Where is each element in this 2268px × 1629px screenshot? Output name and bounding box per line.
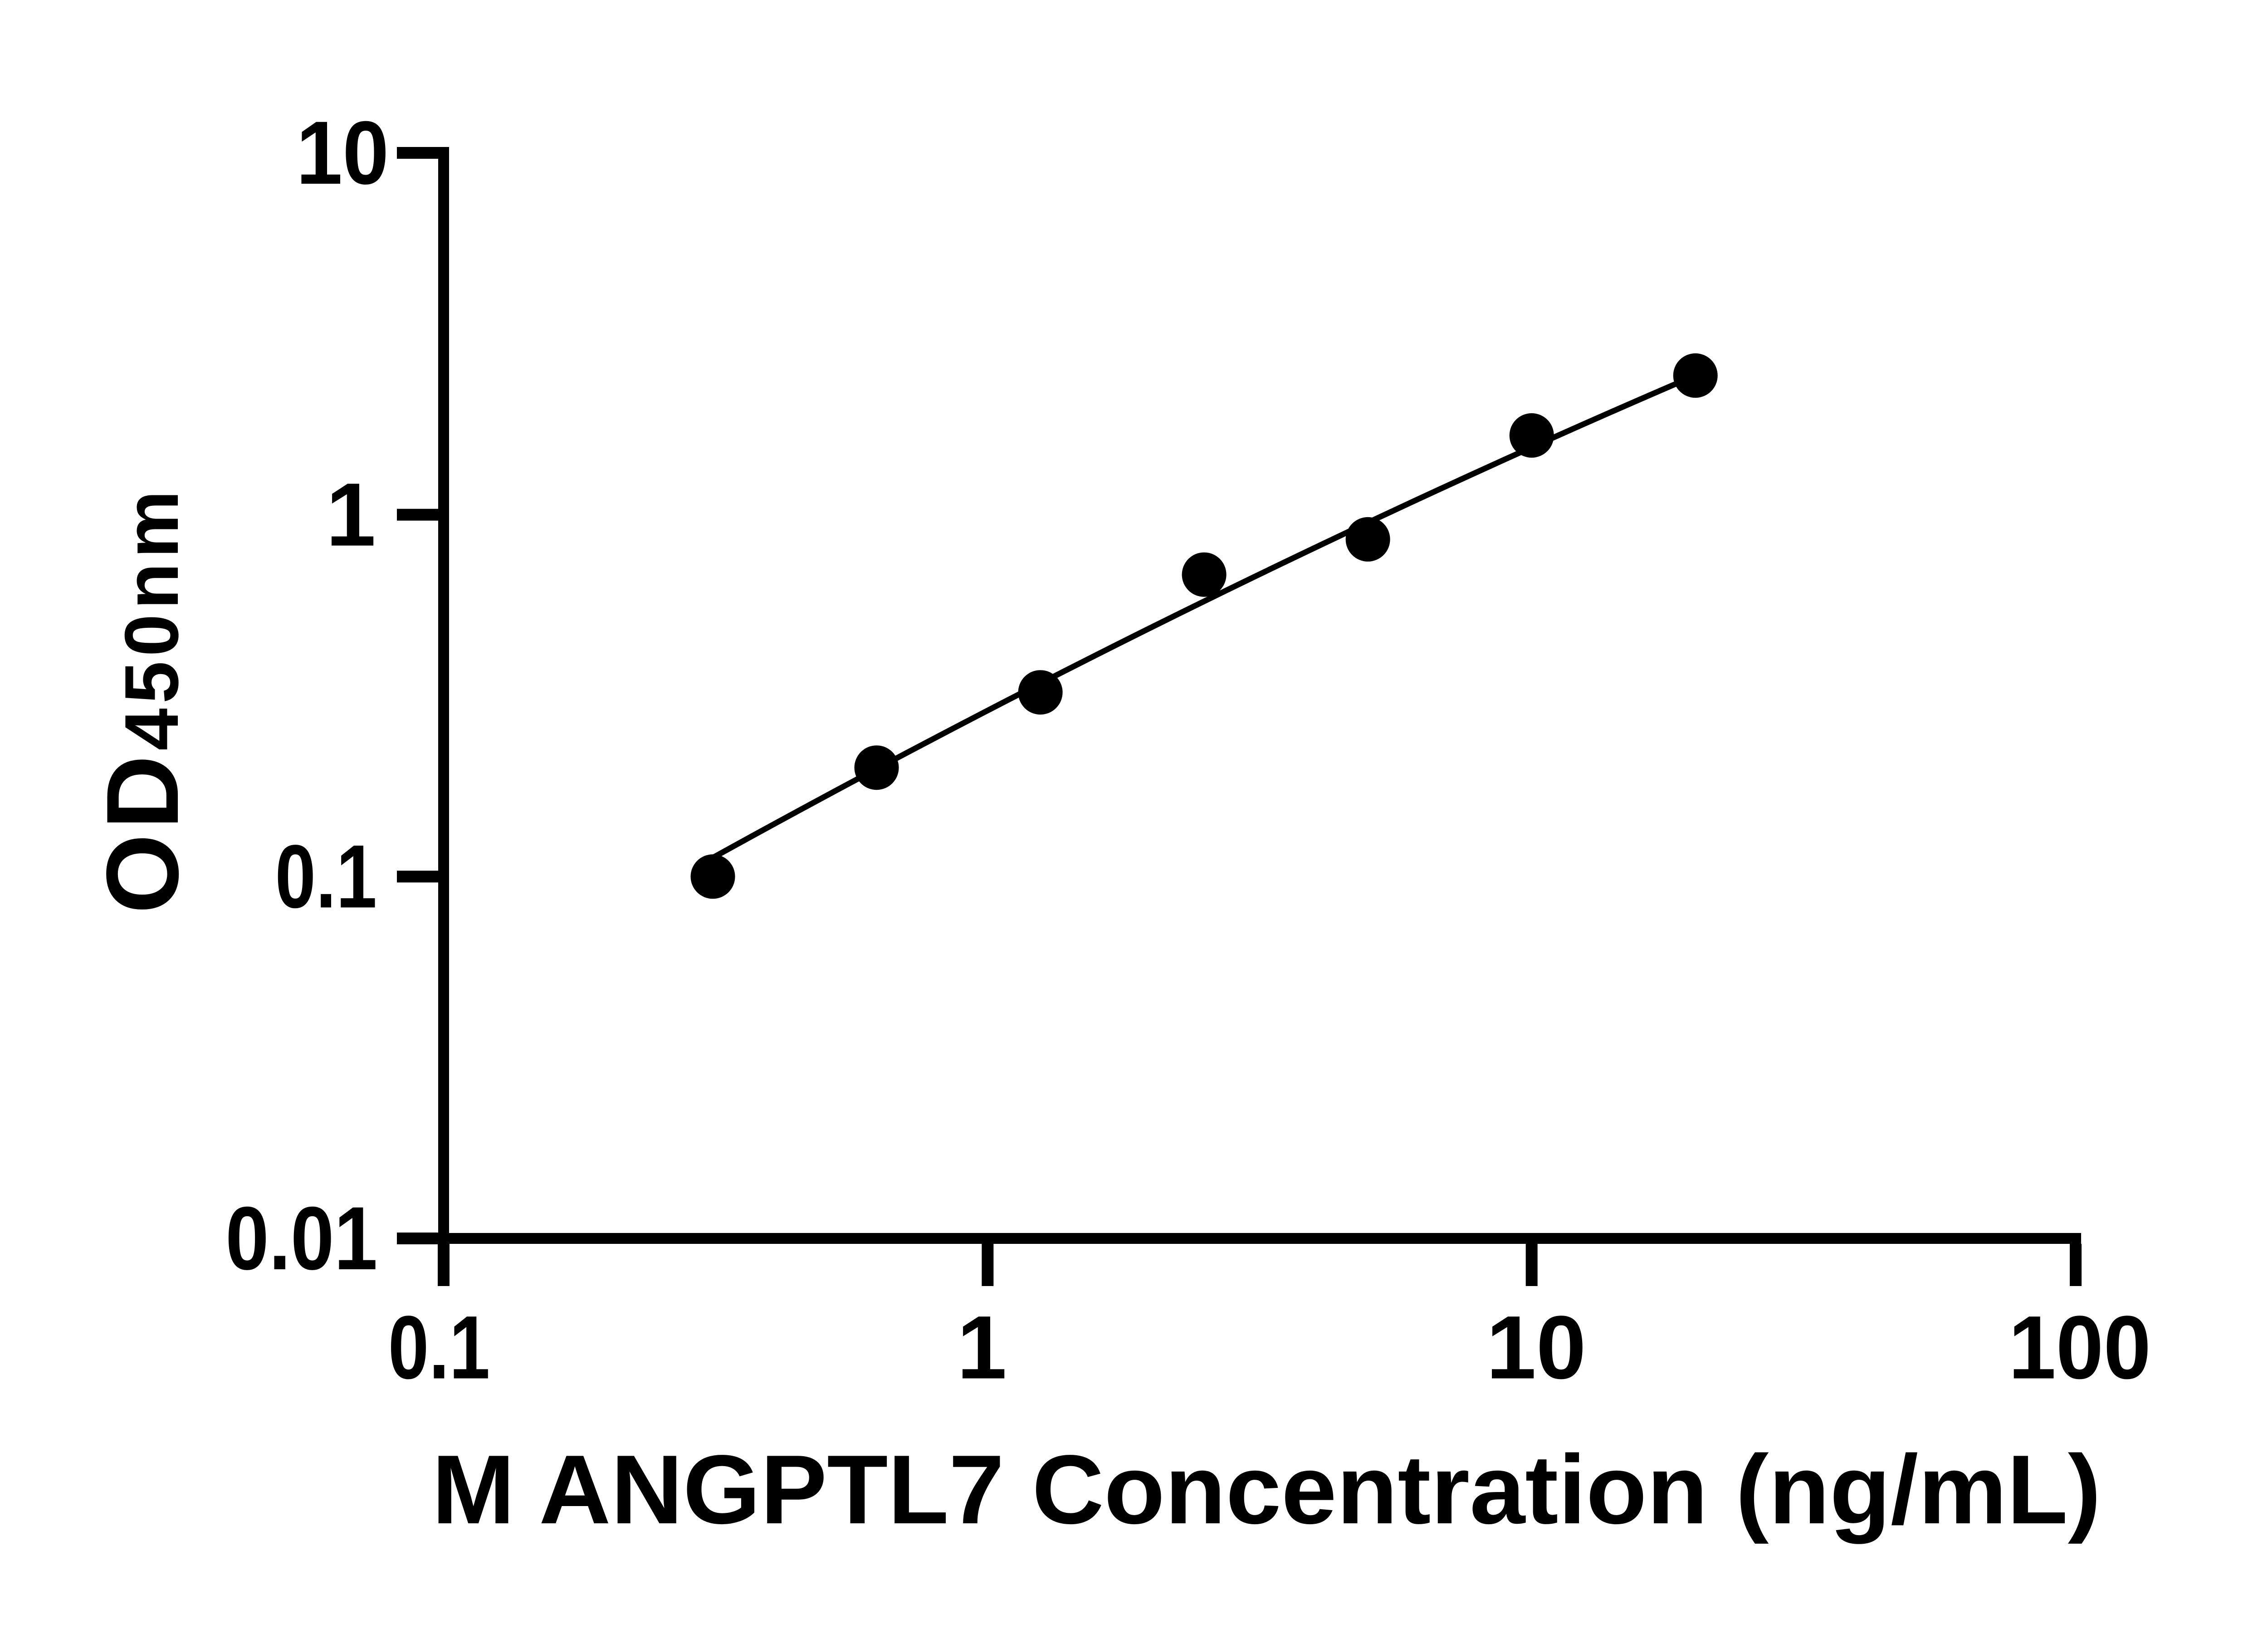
y-tick [397,871,438,883]
y-axis-ticks [397,147,438,1244]
data-point [1018,670,1063,715]
x-axis-ticks [438,1244,2082,1286]
x-tick [438,1244,450,1286]
x-tick-label: 10 [1486,1297,1586,1398]
y-tick [397,509,438,521]
y-axis-line [438,147,449,1244]
data-point [1345,517,1390,562]
data-points [690,353,1718,899]
y-tick-label: 0.1 [275,826,377,926]
x-tick-label: 0.1 [388,1297,490,1398]
y-tick [397,1233,438,1244]
y-axis-title-main: OD [85,751,200,914]
axes [438,147,2081,1244]
y-tick-label: 10 [296,103,389,203]
x-tick [2069,1244,2082,1286]
x-axis-line [438,1233,2081,1244]
x-tick-label: 100 [2009,1297,2151,1398]
x-axis-tick-labels: 0.1 1 10 100 [388,1297,2151,1398]
y-axis-title-sub: 450nm [109,486,194,751]
x-tick-label: 1 [957,1297,1007,1398]
data-point [1182,552,1227,597]
x-tick [1525,1244,1538,1286]
y-axis-title: OD450nm [85,486,200,914]
y-tick-label: 0.01 [225,1188,377,1288]
y-tick-label: 1 [326,465,376,565]
data-point [1673,353,1718,398]
data-point [1509,413,1554,458]
data-point [690,854,735,899]
x-axis-title: M ANGPTL7 Concentration (ng/mL) [432,1434,2101,1544]
data-point [854,745,899,790]
y-axis-tick-labels: 10 1 0.1 0.01 [225,103,389,1288]
y-tick [397,147,438,159]
x-tick [982,1244,994,1286]
